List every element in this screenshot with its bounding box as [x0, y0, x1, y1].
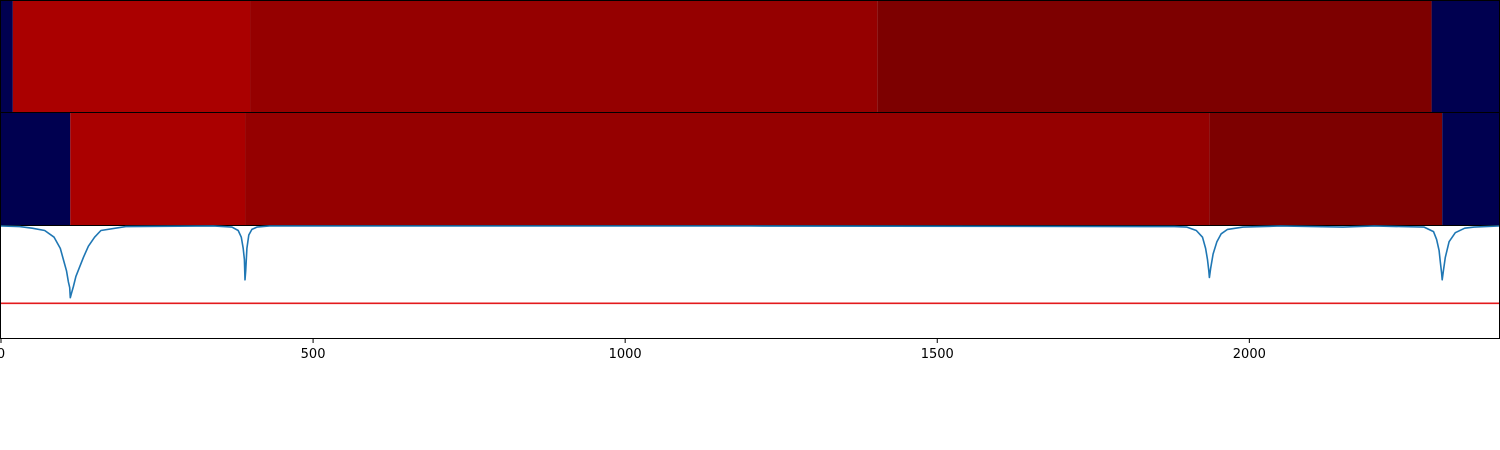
top-band-segment-0 — [1, 1, 13, 112]
middle-band-segment-1 — [70, 113, 246, 225]
middle-band-heatmap — [0, 112, 1500, 226]
x-tick-label: 0 — [0, 347, 5, 362]
top-band-segment-1 — [12, 1, 251, 112]
top-band-segment-3 — [877, 1, 1432, 112]
x-tick-label: 1000 — [609, 347, 642, 362]
middle-band-segment-0 — [1, 113, 71, 225]
x-tick-label: 1500 — [921, 347, 954, 362]
middle-band-segment-2 — [245, 113, 1210, 225]
x-tick-label: 2000 — [1233, 347, 1266, 362]
line-panel-frame — [0, 225, 1500, 339]
top-band-segment-4 — [1431, 1, 1499, 112]
signal-series-line — [0, 225, 1500, 299]
signal-line-panel — [0, 225, 1500, 339]
x-axis: 0 500 1000 1500 2000 — [0, 338, 1266, 362]
middle-band-segment-4 — [1442, 113, 1499, 225]
middle-band-segment-3 — [1209, 113, 1443, 225]
x-tick-label: 500 — [301, 347, 326, 362]
top-band-segment-2 — [250, 1, 878, 112]
top-band-heatmap — [0, 0, 1500, 113]
